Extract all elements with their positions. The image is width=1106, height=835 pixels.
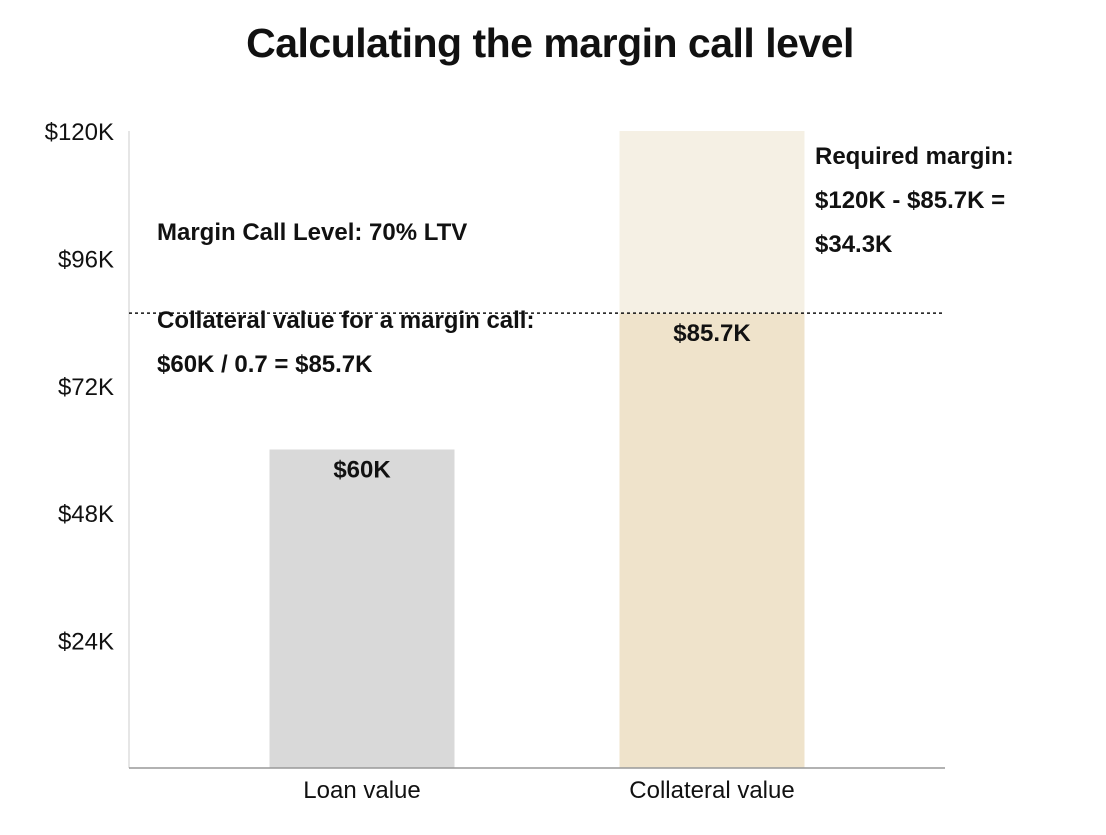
axes-layer	[128, 131, 945, 769]
bar-collateral-margin-call-segment	[619, 313, 805, 768]
y-tick-label: $96K	[58, 246, 114, 273]
bar-loan-value	[269, 449, 455, 768]
required-margin-line-3: $34.3K	[815, 231, 893, 258]
category-label: Loan value	[303, 777, 420, 804]
category-labels: Loan value Collateral value	[303, 777, 794, 804]
required-margin-line-2: $120K - $85.7K =	[815, 187, 1005, 214]
required-margin-line-1: Required margin:	[815, 143, 1014, 170]
category-label: Collateral value	[629, 777, 794, 804]
data-labels: $60K $85.7K	[333, 320, 751, 483]
y-tick-label: $48K	[58, 501, 114, 528]
chart-title: Calculating the margin call level	[246, 20, 854, 66]
y-tick-label: $120K	[45, 119, 114, 146]
bars-layer	[269, 131, 805, 768]
data-label: $60K	[333, 457, 391, 484]
margin-call-level-annotation: Margin Call Level: 70% LTV	[157, 219, 467, 246]
y-tick-label: $72K	[58, 374, 114, 401]
collateral-formula-line-1: Collateral value for a margin call:	[157, 307, 534, 334]
y-tick-label: $24K	[58, 629, 114, 656]
collateral-formula-line-2: $60K / 0.7 = $85.7K	[157, 351, 373, 378]
y-tick-labels: $24K $48K $72K $96K $120K	[45, 119, 114, 656]
data-label: $85.7K	[673, 320, 751, 347]
bar-collateral-required-margin-segment	[619, 131, 805, 314]
